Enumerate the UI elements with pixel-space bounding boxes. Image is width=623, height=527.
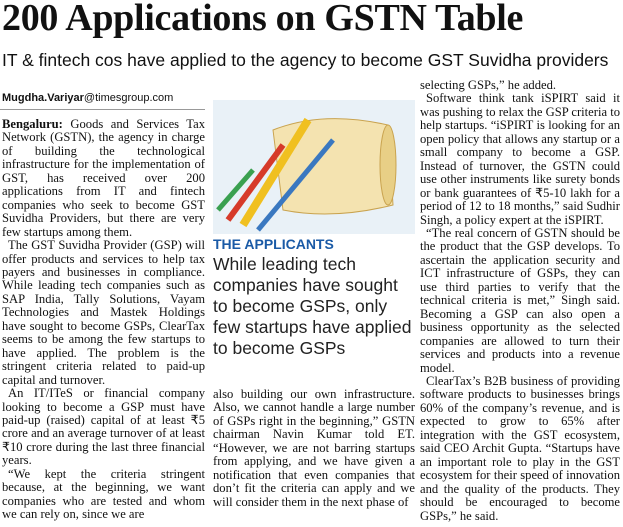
paragraph-text: The GST Suvidha Provider (GSP) will offe… xyxy=(2,238,205,387)
byline-domain: @timesgroup.com xyxy=(83,92,174,104)
headline: 200 Applications on GSTN Table xyxy=(2,0,524,39)
paragraph-text: An IT/ITeS or financial company looking … xyxy=(2,386,205,468)
box-label: THE APPLICANTS xyxy=(213,236,334,252)
column: also building our own infrastructure. Al… xyxy=(213,387,415,509)
column: Bengaluru: Goods and Services Tax Networ… xyxy=(2,117,205,522)
paragraph: also building our own infrastructure. Al… xyxy=(213,387,415,509)
pencil xyxy=(256,138,335,232)
dateline: Bengaluru: xyxy=(2,117,63,131)
subheadline: IT & fintech cos have applied to the age… xyxy=(2,50,609,70)
paragraph-text: also building our own infrastructure. Al… xyxy=(213,387,415,509)
pencil xyxy=(239,117,312,228)
pencil xyxy=(216,168,255,212)
paragraph: selecting GSPs,” he added. xyxy=(420,78,620,92)
byline-name: Mugdha.Variyar xyxy=(2,92,84,104)
paragraph: “The real concern of GSTN should be the … xyxy=(420,225,620,375)
scroll xyxy=(272,118,394,215)
box-quote: While leading tech companies have sought… xyxy=(213,254,412,358)
illustration xyxy=(213,100,415,234)
paragraph: “We kept the criteria stringent because,… xyxy=(2,466,205,522)
column: selecting GSPs,” he added. Software think… xyxy=(420,78,620,523)
pencil xyxy=(225,143,286,222)
paragraph-text: “We kept the criteria stringent because,… xyxy=(2,466,205,522)
paragraph-text: Goods and Services Tax Network (GSTN), t… xyxy=(2,117,205,239)
paragraph: Software think tank iSPIRT said it was p… xyxy=(420,92,620,227)
byline: Mugdha.Variyar@timesgroup.com xyxy=(2,92,173,104)
paragraph: The GST Suvidha Provider (GSP) will offe… xyxy=(2,238,205,387)
paragraph: An IT/ITeS or financial company looking … xyxy=(2,386,205,468)
paragraph: ClearTax’s B2B business of providing sof… xyxy=(420,373,620,523)
paragraph-text: Software think tank iSPIRT said it was p… xyxy=(420,91,620,227)
paragraph-text: ClearTax’s B2B business of providing sof… xyxy=(420,373,620,523)
paragraph-text: selecting GSPs,” he added. xyxy=(420,78,557,92)
pull-quote-box: THE APPLICANTS While leading tech compan… xyxy=(213,236,415,359)
scroll-roll xyxy=(379,124,397,206)
paragraph: Bengaluru: Goods and Services Tax Networ… xyxy=(2,117,205,239)
rule xyxy=(0,109,205,110)
paragraph-text: “The real concern of GSTN should be the … xyxy=(420,225,620,375)
